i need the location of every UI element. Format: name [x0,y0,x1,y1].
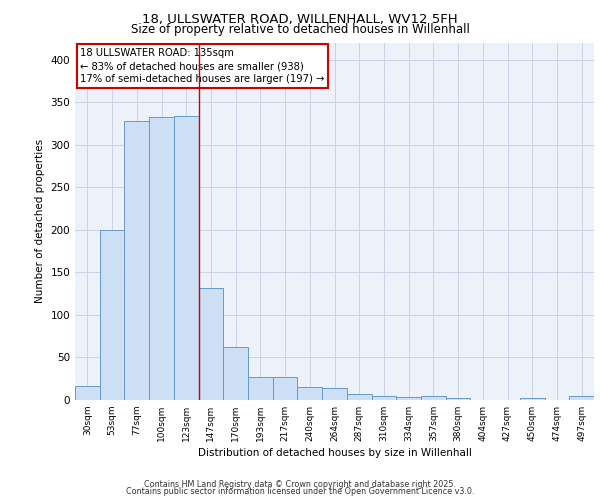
Y-axis label: Number of detached properties: Number of detached properties [35,139,45,304]
X-axis label: Distribution of detached houses by size in Willenhall: Distribution of detached houses by size … [197,448,472,458]
Bar [149,118,174,400]
Bar [75,386,100,400]
Bar [569,396,594,400]
Text: Contains public sector information licensed under the Open Government Licence v3: Contains public sector information licen… [126,487,474,496]
Bar [199,288,223,400]
Bar [371,396,396,400]
Bar [273,377,298,400]
Bar [396,396,421,400]
Bar [248,377,273,400]
Bar [223,347,248,400]
Bar [446,398,470,400]
Text: 18, ULLSWATER ROAD, WILLENHALL, WV12 5FH: 18, ULLSWATER ROAD, WILLENHALL, WV12 5FH [142,12,458,26]
Bar [174,116,199,400]
Bar [347,394,371,400]
Bar [100,230,124,400]
Text: 18 ULLSWATER ROAD: 135sqm
← 83% of detached houses are smaller (938)
17% of semi: 18 ULLSWATER ROAD: 135sqm ← 83% of detac… [80,48,325,84]
Bar [520,398,545,400]
Bar [322,388,347,400]
Bar [124,121,149,400]
Bar [298,387,322,400]
Text: Size of property relative to detached houses in Willenhall: Size of property relative to detached ho… [131,22,469,36]
Bar [421,396,446,400]
Text: Contains HM Land Registry data © Crown copyright and database right 2025.: Contains HM Land Registry data © Crown c… [144,480,456,489]
